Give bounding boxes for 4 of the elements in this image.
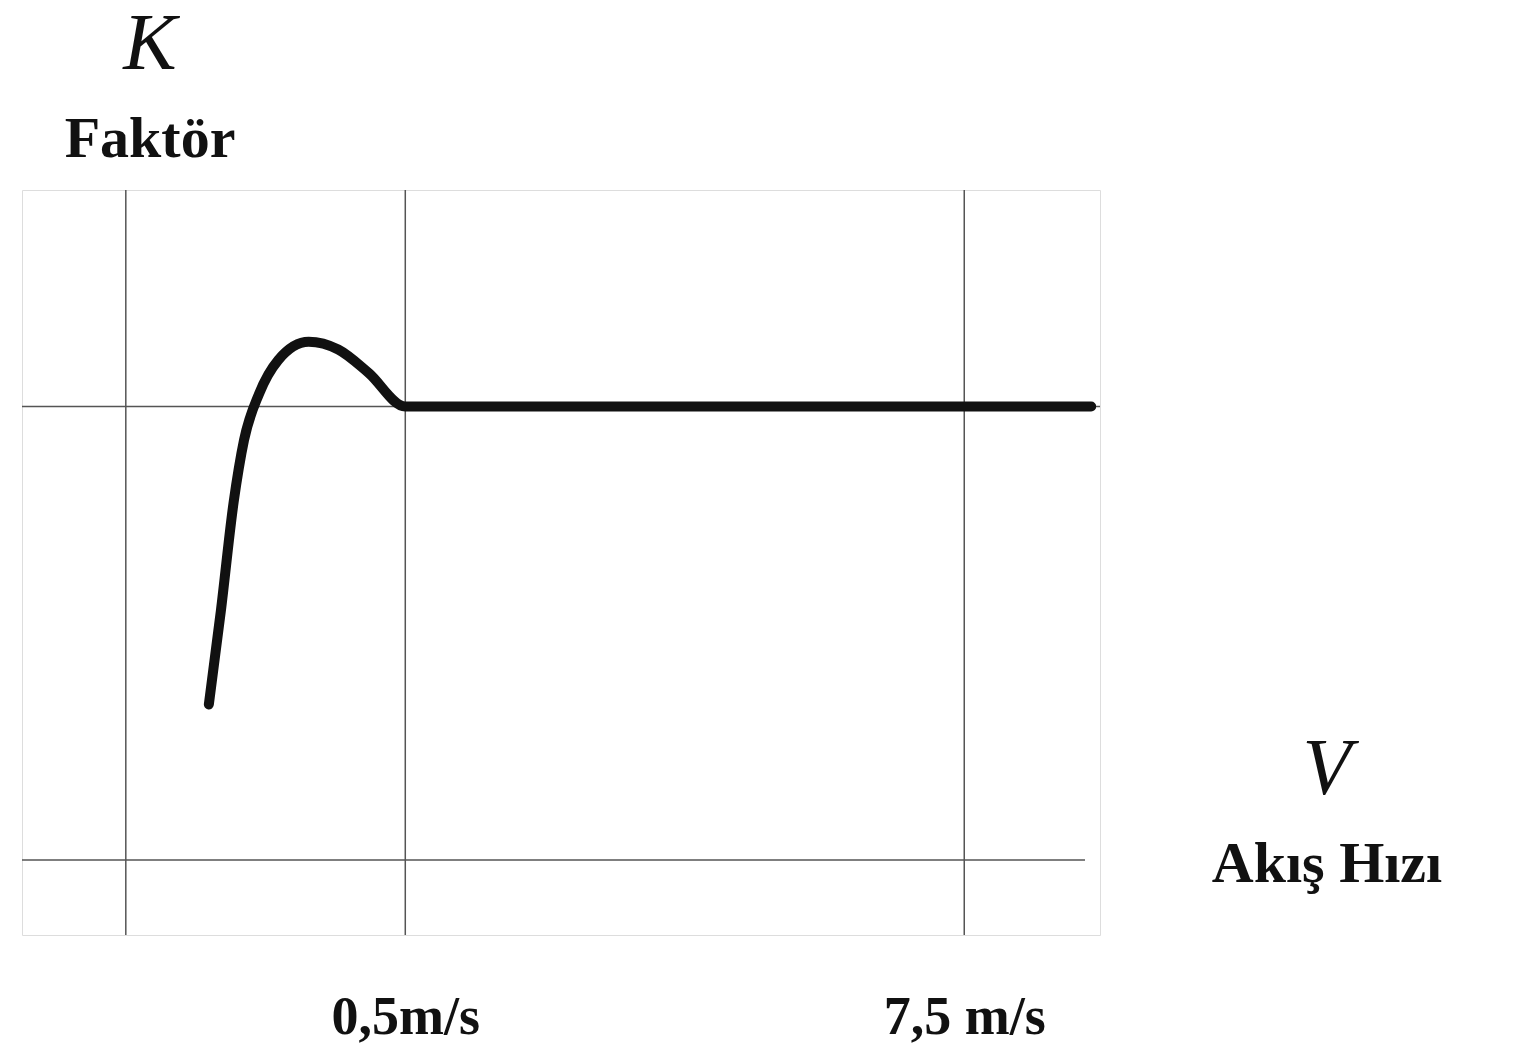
x-axis-title: V Akış Hızı [1211,723,1443,895]
x-tick-label: 7,5 m/s [883,985,1046,1045]
x-tick-label: 0,5m/s [331,985,481,1045]
y-axis-title: K Faktör [64,0,236,170]
